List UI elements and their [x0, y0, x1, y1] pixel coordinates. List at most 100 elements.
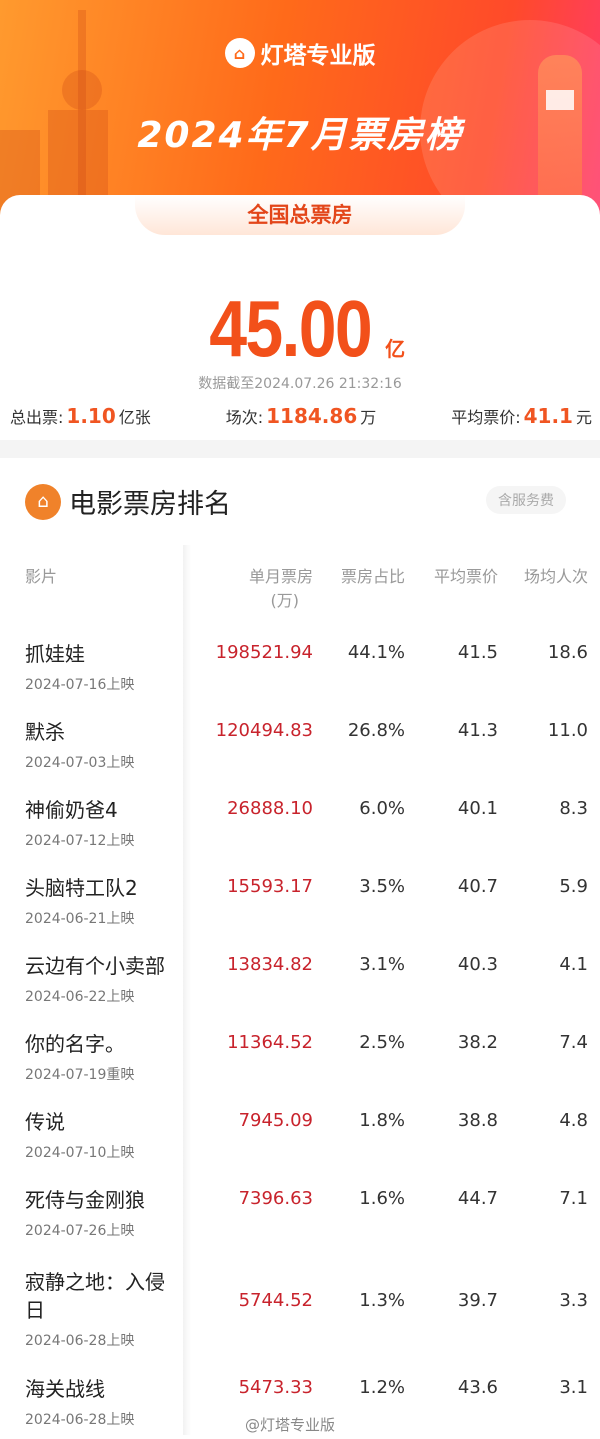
total-box-office: 45.00 亿 [0, 283, 600, 375]
box-office: 13834.82 [227, 954, 313, 975]
stat-tickets: 总出票: 1.10 亿张 [10, 404, 151, 428]
avg-price: 44.7 [457, 1188, 498, 1209]
summary-stats: 总出票: 1.10 亿张 场次: 1184.86 万 平均票价: 41.1 元 [10, 404, 592, 428]
box-office: 198521.94 [215, 642, 313, 663]
stat-label: 场次: [225, 408, 264, 427]
share: 1.8% [359, 1110, 405, 1131]
lighthouse-icon: ⌂ [25, 483, 61, 520]
sticky-column-shadow [183, 545, 191, 1435]
film-name[interactable]: 云边有个小卖部 [25, 954, 165, 978]
box-office: 7396.63 [238, 1188, 313, 1209]
film-name[interactable]: 神偷奶爸4 [25, 798, 118, 822]
box-office: 120494.83 [215, 720, 313, 741]
summary-card [0, 195, 600, 445]
release-date: 2024-06-28上映 [25, 1412, 135, 1428]
release-date: 2024-06-21上映 [25, 911, 135, 927]
box-office: 26888.10 [227, 798, 313, 819]
header-film: 影片 [25, 567, 58, 586]
lighthouse-window [546, 90, 574, 110]
film-name[interactable]: 你的名字。 [25, 1032, 125, 1056]
avg-attendance: 8.3 [559, 798, 588, 819]
data-timestamp: 数据截至2024.07.26 21:32:16 [198, 376, 402, 392]
film-name[interactable]: 死侍与金刚狼 [25, 1188, 145, 1212]
film-name[interactable]: 传说 [25, 1110, 65, 1134]
share: 26.8% [347, 720, 405, 741]
header-avg-attendance[interactable]: 场均人次 [523, 567, 588, 586]
stat-value: 41.1 [523, 404, 573, 428]
share: 6.0% [359, 798, 405, 819]
release-date: 2024-07-10上映 [25, 1145, 135, 1161]
section-header: ⌂ 电影票房排名 [25, 482, 231, 521]
skyline-decoration [62, 70, 102, 110]
share: 3.5% [359, 876, 405, 897]
box-office: 11364.52 [227, 1032, 313, 1053]
avg-attendance: 7.4 [559, 1032, 588, 1053]
brand-name: 灯塔专业版 [260, 43, 376, 69]
avg-attendance: 3.1 [559, 1377, 588, 1398]
stat-label: 平均票价: [451, 408, 521, 427]
avg-price: 40.7 [457, 876, 498, 897]
divider [0, 440, 600, 458]
share: 1.2% [359, 1377, 405, 1398]
avg-price: 39.7 [457, 1290, 498, 1311]
avg-price: 41.5 [457, 642, 498, 663]
film-name[interactable]: 默杀 [25, 720, 65, 744]
share: 3.1% [359, 954, 405, 975]
film-name[interactable]: 海关战线 [25, 1377, 105, 1401]
skyline-decoration [78, 10, 86, 240]
stat-unit: 亿张 [118, 408, 151, 427]
release-date: 2024-07-26上映 [25, 1223, 135, 1239]
release-date: 2024-07-03上映 [25, 755, 135, 771]
avg-price: 38.2 [457, 1032, 498, 1053]
share: 1.3% [359, 1290, 405, 1311]
stat-avg-price: 平均票价: 41.1 元 [451, 404, 592, 428]
stat-shows: 场次: 1184.86 万 [226, 404, 377, 428]
box-office: 7945.09 [238, 1110, 313, 1131]
service-fee-badge[interactable]: 含服务费 [486, 486, 566, 514]
stat-label: 总出票: [10, 408, 64, 427]
release-date: 2024-07-19重映 [25, 1067, 135, 1083]
stat-unit: 万 [360, 408, 377, 427]
box-office: 5473.33 [238, 1377, 313, 1398]
avg-attendance: 18.6 [547, 642, 588, 663]
release-date: 2024-07-12上映 [25, 833, 135, 849]
avg-attendance: 4.1 [559, 954, 588, 975]
header-unit: (万) [270, 591, 300, 610]
header-share[interactable]: 票房占比 [340, 567, 405, 586]
film-name[interactable]: 抓娃娃 [25, 642, 85, 666]
avg-attendance: 3.3 [559, 1290, 588, 1311]
header-label: 单月票房 [248, 567, 313, 586]
watermark: @灯塔专业版 [245, 1416, 336, 1434]
release-date: 2024-06-22上映 [25, 989, 135, 1005]
summary-tab: 全国总票房 [135, 195, 465, 235]
release-date: 2024-06-28上映 [25, 1333, 135, 1349]
share: 2.5% [359, 1032, 405, 1053]
film-name[interactable]: 寂静之地：入侵日 [25, 1270, 165, 1322]
stat-unit: 元 [575, 408, 592, 427]
avg-price: 41.3 [457, 720, 498, 741]
avg-price: 40.1 [457, 798, 498, 819]
stat-value: 1.10 [66, 404, 116, 428]
section-title: 电影票房排名 [69, 489, 231, 520]
share: 44.1% [347, 642, 405, 663]
total-unit: 亿 [385, 339, 406, 361]
box-office: 15593.17 [227, 876, 313, 897]
lighthouse-logo-icon: ⌂ [224, 38, 255, 68]
avg-attendance: 7.1 [559, 1188, 588, 1209]
avg-attendance: 4.8 [559, 1110, 588, 1131]
brand: ⌂ 灯塔专业版 [0, 36, 600, 70]
film-name[interactable]: 头脑特工队2 [25, 876, 138, 900]
release-date: 2024-07-16上映 [25, 677, 135, 693]
header-avg-price[interactable]: 平均票价 [433, 567, 498, 586]
avg-price: 40.3 [457, 954, 498, 975]
avg-price: 38.8 [457, 1110, 498, 1131]
total-value: 45.00 [209, 284, 372, 373]
box-office: 5744.52 [238, 1290, 313, 1311]
stat-value: 1184.86 [266, 404, 358, 428]
avg-attendance: 5.9 [559, 876, 588, 897]
header-box-office[interactable]: 单月票房 (万) [249, 563, 313, 611]
page-title: 2024年7月票房榜 [137, 115, 463, 156]
share: 1.6% [359, 1188, 405, 1209]
avg-price: 43.6 [457, 1377, 498, 1398]
avg-attendance: 11.0 [547, 720, 588, 741]
